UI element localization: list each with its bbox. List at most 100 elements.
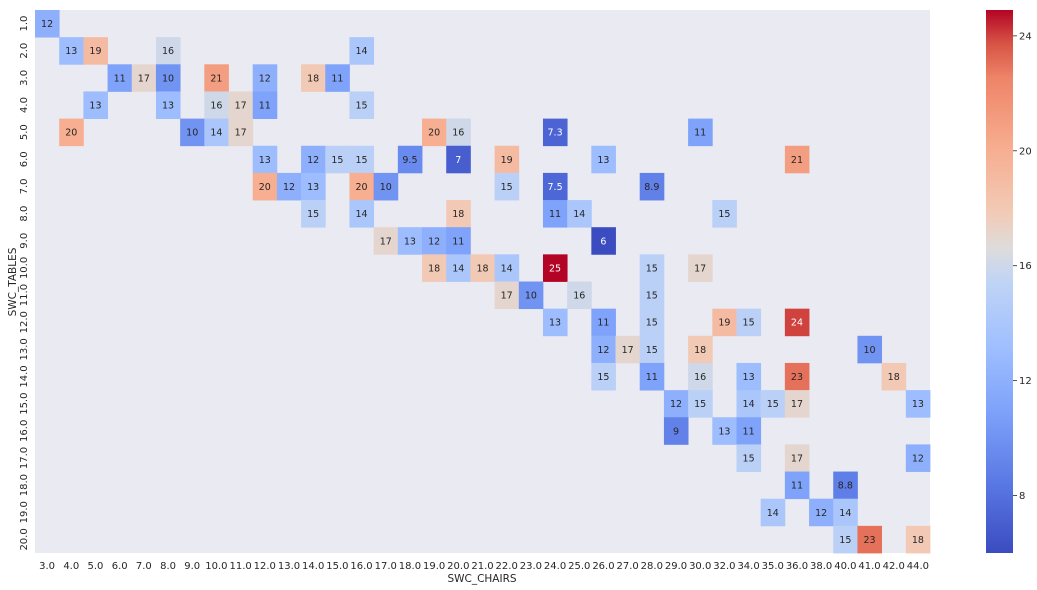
cell-value-label: 15 <box>501 182 513 193</box>
cell-value-label: 10 <box>380 182 392 193</box>
cell-value-label: 12 <box>912 453 924 464</box>
cell-value-label: 7.5 <box>548 182 563 193</box>
cell-value-label: 18 <box>694 345 706 356</box>
cell-value-label: 19 <box>501 155 513 166</box>
heatmap-cell <box>422 118 447 147</box>
heatmap-cell <box>349 91 375 119</box>
cell-value-label: 18 <box>307 73 319 84</box>
cell-value-label: 12 <box>670 399 682 410</box>
heatmap-cell <box>833 498 858 527</box>
cell-value-label: 14 <box>501 263 513 274</box>
cell-value-label: 15 <box>307 209 319 220</box>
heatmap-cell <box>349 145 375 174</box>
y-tick-labels: 1.0 2.0 3.0 4.0 5.0 6.0 7.0 8.0 9.0 10.0 11.0 12.0 1… <box>19 16 30 551</box>
heatmap-cell <box>857 525 883 554</box>
cell-value-label: 18 <box>912 535 924 546</box>
x-tick-label: 36.0 <box>786 561 808 572</box>
heatmap-cell <box>422 254 447 282</box>
heatmap-cell <box>905 390 931 418</box>
x-tick-label: 9.0 <box>184 561 200 572</box>
heatmap-cell <box>446 254 471 282</box>
cell-value-label: 12 <box>597 345 609 356</box>
y-tick-label: 3.0 <box>19 70 30 86</box>
cell-value-label: 15 <box>331 155 343 166</box>
cell-value-label: 11 <box>743 426 755 437</box>
heatmap-cell <box>784 390 810 418</box>
cell-value-label: 16 <box>452 128 464 139</box>
cell-value-label: 15 <box>646 318 658 329</box>
x-tick-label: 20.0 <box>447 561 469 572</box>
heatmap-cell <box>784 471 810 500</box>
heatmap-cell <box>688 362 713 391</box>
heatmap-cell <box>349 172 375 201</box>
cell-value-label: 11 <box>549 209 561 220</box>
cell-value-label: 15 <box>743 318 755 329</box>
cell-value-label: 18 <box>452 209 464 220</box>
heatmap-cell <box>736 390 762 418</box>
cell-value-label: 13 <box>718 426 730 437</box>
y-tick-label: 9.0 <box>19 233 30 249</box>
heatmap-cell <box>542 118 568 147</box>
heatmap-cell <box>373 227 399 255</box>
cell-value-label: 19 <box>718 318 730 329</box>
x-tick-label: 34.0 <box>737 561 759 572</box>
x-tick-label: 3.0 <box>39 561 55 572</box>
cell-value-label: 12 <box>259 73 271 84</box>
x-tick-label: 32.0 <box>713 561 735 572</box>
colorbar-ticks: 8 12 16 20 24 <box>1013 31 1032 502</box>
heatmap-cell <box>422 227 447 255</box>
cell-value-label: 11 <box>597 318 609 329</box>
heatmap-cell <box>567 200 592 228</box>
cell-value-label: 15 <box>839 535 851 546</box>
cell-value-label: 7.3 <box>548 128 563 139</box>
cell-value-label: 15 <box>356 101 368 112</box>
heatmap-cell <box>784 444 810 472</box>
x-tick-labels: 3.0 4.0 5.0 6.0 7.0 8.0 9.0 10.0 11.0 12.0 13.0 14.… <box>39 561 929 572</box>
cell-value-label: 13 <box>549 318 561 329</box>
cell-value-label: 6 <box>600 236 606 247</box>
cell-value-label: 15 <box>646 345 658 356</box>
heatmap-cell <box>542 172 568 201</box>
heatmap-cell <box>639 335 665 364</box>
x-tick-label: 38.0 <box>810 561 832 572</box>
heatmap-cell <box>107 64 133 92</box>
x-tick-label: 10.0 <box>205 561 227 572</box>
x-tick-label: 21.0 <box>471 561 493 572</box>
heatmap-cell <box>301 145 326 174</box>
heatmap-cell <box>639 172 665 201</box>
x-tick-label: 30.0 <box>689 561 711 572</box>
heatmap-cell <box>591 227 616 255</box>
heatmap-cell <box>784 145 810 174</box>
y-tick-label: 4.0 <box>19 97 30 113</box>
x-tick-label: 27.0 <box>617 561 639 572</box>
heatmap-cell <box>760 390 786 418</box>
heatmap-cell <box>809 498 834 527</box>
heatmap-cell <box>373 172 399 201</box>
heatmap-cell <box>228 91 254 119</box>
heatmap-cell <box>397 145 423 174</box>
cell-value-label: 16 <box>694 372 706 383</box>
x-tick-label: 12.0 <box>254 561 276 572</box>
cell-value-label: 14 <box>452 263 464 274</box>
cell-value-label: 13 <box>162 101 174 112</box>
heatmap-cell <box>446 145 471 174</box>
heatmap-cell <box>325 64 350 92</box>
heatmap-cell <box>688 254 713 282</box>
cell-value-label: 15 <box>646 291 658 302</box>
cell-value-label: 13 <box>912 399 924 410</box>
x-tick-label: 15.0 <box>326 561 348 572</box>
heatmap-cell <box>155 37 181 65</box>
heatmap-cell <box>301 200 326 228</box>
heatmap-cell <box>301 172 326 201</box>
heatmap-cell <box>736 444 762 472</box>
cell-value-label: 15 <box>767 399 779 410</box>
heatmap-cell <box>325 145 350 174</box>
y-tick-label: 5.0 <box>19 124 30 140</box>
heatmap-cell <box>228 118 254 147</box>
heatmap-cell <box>760 498 786 527</box>
cell-value-label: 20 <box>428 128 440 139</box>
heatmap-cell <box>639 308 665 337</box>
x-tick-label: 14.0 <box>302 561 324 572</box>
heatmap-cell <box>736 308 762 337</box>
